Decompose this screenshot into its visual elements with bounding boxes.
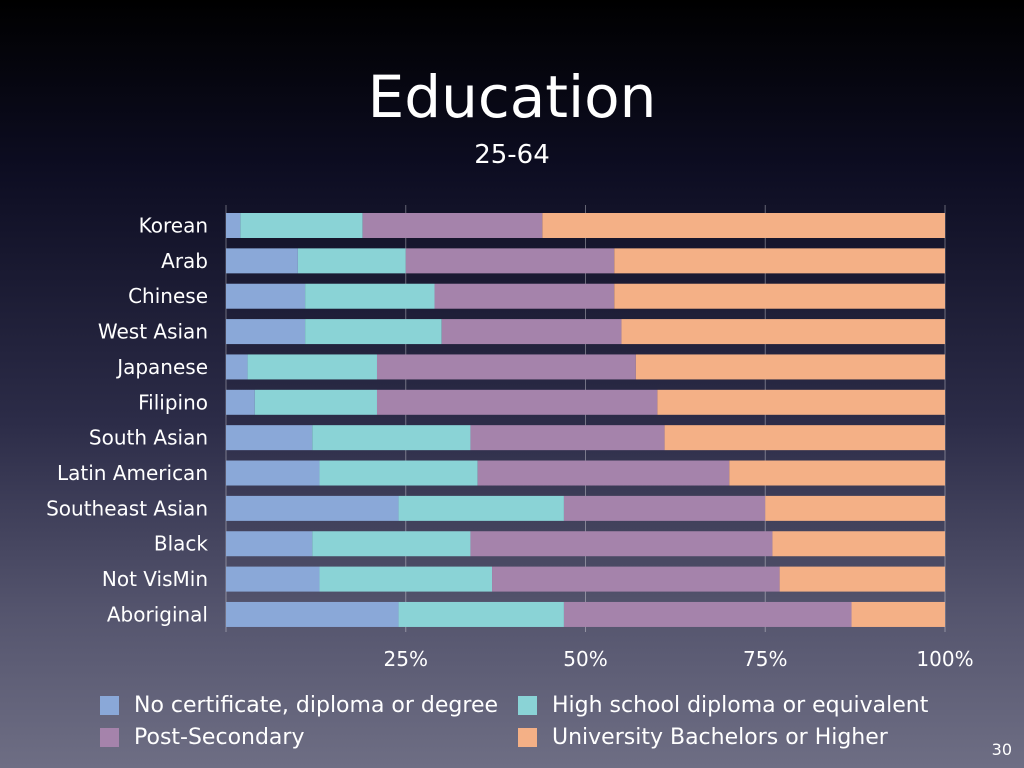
bar-segment — [477, 460, 730, 486]
bar-segment — [851, 601, 945, 627]
legend-item-post-secondary: Post-Secondary — [100, 722, 518, 752]
x-tick-label: 50% — [563, 647, 607, 671]
bars — [226, 213, 945, 627]
bar-segment — [226, 601, 399, 627]
legend-swatch — [100, 695, 119, 715]
bar-segment — [312, 425, 471, 451]
grid-lines — [225, 205, 946, 632]
bar-segment — [398, 601, 564, 627]
legend-label: University Bachelors or Higher — [552, 724, 888, 750]
bar-segment — [563, 601, 852, 627]
category-label: Latin American — [57, 461, 208, 485]
legend-swatch — [100, 727, 119, 747]
category-label: Black — [154, 532, 209, 556]
bar-segment — [398, 495, 564, 521]
x-tick-label: 100% — [916, 647, 973, 671]
bar-segment — [362, 213, 543, 238]
bar-segment — [226, 319, 306, 345]
bar-segment — [621, 319, 945, 345]
category-label: Korean — [139, 214, 208, 238]
bar-segment — [305, 319, 442, 345]
bar-segment — [779, 566, 945, 592]
bar-segment — [614, 283, 945, 309]
bar-segment — [226, 283, 306, 309]
legend-item-university: University Bachelors or Higher — [518, 722, 938, 752]
bar-segment — [226, 460, 320, 486]
legend-label: High school diploma or equivalent — [552, 692, 929, 718]
bar-segment — [765, 495, 945, 521]
bar-segment — [492, 566, 780, 592]
category-label: Chinese — [128, 284, 208, 308]
bar-segment — [305, 283, 435, 309]
bar-segment — [319, 460, 478, 486]
bar-segment — [312, 531, 471, 557]
bar-segment — [635, 354, 945, 380]
bar-segment — [470, 425, 665, 451]
bar-segment — [376, 354, 636, 380]
legend-label: No certificate, diploma or degree — [134, 692, 499, 718]
bar-segment — [729, 460, 945, 486]
bar-segment — [297, 248, 406, 274]
legend-swatch — [518, 727, 537, 747]
bar-segment — [254, 389, 377, 415]
chart-title: Education — [367, 63, 657, 131]
bar-segment — [226, 531, 313, 557]
bar-segment — [226, 354, 248, 380]
bar-segment — [226, 566, 320, 592]
chart-subtitle: 25-64 — [474, 140, 550, 170]
category-label: Aboriginal — [107, 602, 208, 626]
x-tick-label: 75% — [743, 647, 787, 671]
bar-segment — [772, 531, 945, 557]
bar-segment — [657, 389, 945, 415]
x-axis-ticks: 25% 50% 75% 100% — [384, 647, 974, 671]
bar-segment — [441, 319, 622, 345]
bar-segment — [614, 248, 945, 274]
bar-segment — [542, 213, 945, 238]
bar-segment — [247, 354, 377, 380]
bar-segment — [376, 389, 658, 415]
category-label: Arab — [161, 249, 208, 273]
legend-item-high-school: High school diploma or equivalent — [518, 690, 938, 720]
bar-segment — [434, 283, 615, 309]
category-label: West Asian — [98, 320, 208, 344]
category-label: South Asian — [89, 426, 208, 450]
category-label: Southeast Asian — [46, 496, 208, 520]
bar-segment — [226, 248, 298, 274]
bar-segment — [240, 213, 363, 238]
legend-item-no-certificate: No certificate, diploma or degree — [100, 690, 518, 720]
bar-segment — [226, 495, 399, 521]
bar-segment — [563, 495, 766, 521]
category-labels: Korean Arab Chinese West Asian Japanese Filip… — [46, 214, 208, 627]
bar-segment — [226, 389, 255, 415]
category-label: Not VisMin — [102, 567, 208, 591]
legend-swatch — [518, 695, 537, 715]
x-tick-label: 25% — [384, 647, 428, 671]
bar-segment — [470, 531, 773, 557]
bar-segment — [664, 425, 945, 451]
category-label: Japanese — [115, 355, 208, 379]
bar-segment — [226, 213, 241, 238]
category-label: Filipino — [138, 390, 208, 414]
bar-segment — [405, 248, 615, 274]
bar-segment — [319, 566, 493, 592]
legend-label: Post-Secondary — [134, 724, 305, 750]
bar-segment — [226, 425, 313, 451]
page-number: 30 — [991, 740, 1012, 759]
legend: No certificate, diploma or degree High s… — [100, 690, 960, 752]
